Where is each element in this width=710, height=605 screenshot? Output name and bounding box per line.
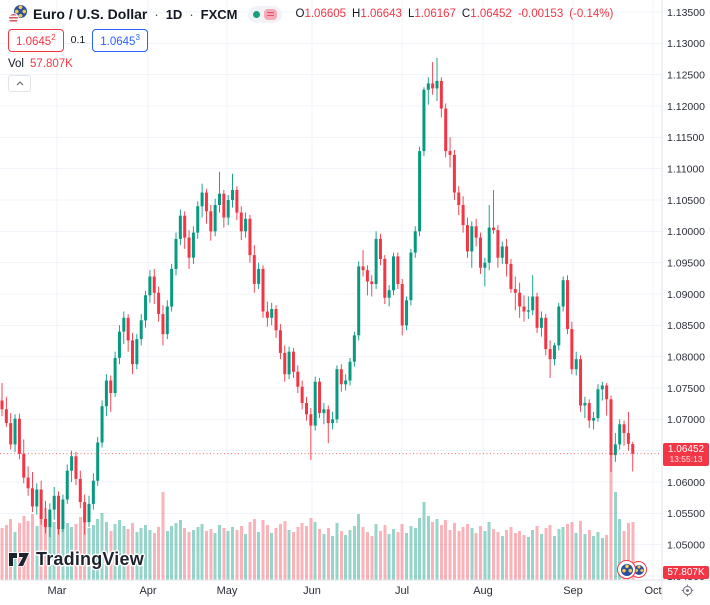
gear-icon — [681, 584, 694, 597]
svg-text:1.06000: 1.06000 — [667, 477, 705, 489]
svg-text:1.12500: 1.12500 — [667, 70, 705, 82]
buy-button[interactable]: 1.06453 — [92, 29, 148, 52]
watermark-text: TradingView — [36, 549, 144, 569]
svg-text:Oct: Oct — [644, 585, 661, 597]
svg-text:1.12000: 1.12000 — [667, 101, 705, 113]
volume-label: Vol — [8, 57, 24, 70]
svg-text:1.08500: 1.08500 — [667, 320, 705, 332]
svg-text:Apr: Apr — [139, 585, 156, 597]
chart-legend: Euro / U.S. Dollar · 1D · FXCM O1.06605 … — [8, 4, 613, 92]
svg-text:1.07500: 1.07500 — [667, 383, 705, 395]
separator-dot: · — [189, 6, 194, 22]
eurusd-pair-icon — [8, 4, 27, 24]
interval-label[interactable]: 1D — [165, 6, 183, 22]
axis-settings-button[interactable] — [681, 584, 694, 602]
ohlc-readout: O1.06605 H1.06643 L1.06167 C1.06452 -0.0… — [296, 8, 614, 20]
market-open-icon — [252, 10, 260, 18]
buy-price-pip: 3 — [135, 33, 140, 42]
last-volume-badge: 57.807K — [663, 566, 709, 579]
svg-text:1.10500: 1.10500 — [667, 195, 705, 207]
close-label: C — [461, 8, 471, 20]
close-value: 1.06452 — [470, 8, 512, 20]
eu-event-icon[interactable] — [617, 560, 636, 579]
sell-button[interactable]: 1.06452 — [8, 29, 64, 52]
low-label: L — [407, 8, 415, 20]
us-flag-icon — [8, 12, 19, 24]
svg-text:May: May — [217, 585, 238, 597]
svg-text:1.13000: 1.13000 — [667, 38, 705, 50]
tradingview-logo-icon — [8, 552, 31, 567]
high-value: 1.06643 — [360, 8, 402, 20]
svg-text:1.11500: 1.11500 — [667, 132, 704, 144]
svg-text:Sep: Sep — [563, 585, 583, 597]
svg-text:1.05000: 1.05000 — [667, 540, 705, 552]
price-axis[interactable]: 1.13500 1.13000 1.12500 1.12000 1.11500 1.110… — [667, 7, 705, 583]
collapse-legend-button[interactable] — [8, 74, 31, 92]
separator-dot: · — [154, 6, 159, 22]
candles-layer — [0, 57, 635, 538]
chevron-up-icon — [16, 80, 23, 86]
spread-value: 0.1 — [70, 34, 86, 47]
last-price-value: 1.06452 — [667, 443, 705, 455]
svg-text:Jul: Jul — [395, 585, 409, 597]
volume-value: 57.807K — [30, 57, 73, 70]
tradingview-watermark[interactable]: TradingView — [8, 549, 144, 570]
svg-text:Jun: Jun — [303, 585, 321, 597]
last-price-badge: 1.06452 13:55:13 — [663, 442, 709, 466]
low-value: 1.06167 — [414, 8, 456, 20]
svg-text:1.10000: 1.10000 — [667, 226, 705, 238]
delayed-data-icon — [263, 8, 277, 20]
change-value: -0.00153 — [517, 8, 564, 20]
svg-text:Aug: Aug — [473, 585, 493, 597]
grid-layer — [0, 0, 662, 580]
volume-layer — [0, 438, 635, 580]
sell-price-pip: 2 — [51, 33, 56, 42]
high-label: H — [352, 8, 361, 20]
svg-text:1.11000: 1.11000 — [667, 164, 704, 176]
svg-text:1.08000: 1.08000 — [667, 352, 705, 364]
svg-text:1.09000: 1.09000 — [667, 289, 705, 301]
last-price-time: 13:55:13 — [669, 453, 703, 464]
symbol-title[interactable]: Euro / U.S. Dollar — [33, 6, 148, 22]
exchange-label: FXCM — [200, 6, 238, 22]
svg-text:1.09500: 1.09500 — [667, 258, 705, 270]
open-value: 1.06605 — [304, 8, 347, 20]
status-pill[interactable] — [247, 5, 282, 23]
open-label: O — [295, 8, 305, 20]
change-percent: (-0.14%) — [569, 8, 614, 20]
svg-text:1.07000: 1.07000 — [667, 414, 705, 426]
time-axis[interactable]: Mar Apr May Jun Jul Aug Sep Oct — [48, 585, 662, 597]
svg-text:Mar: Mar — [48, 585, 67, 597]
svg-text:1.13500: 1.13500 — [667, 7, 705, 19]
svg-text:1.05500: 1.05500 — [667, 508, 705, 520]
